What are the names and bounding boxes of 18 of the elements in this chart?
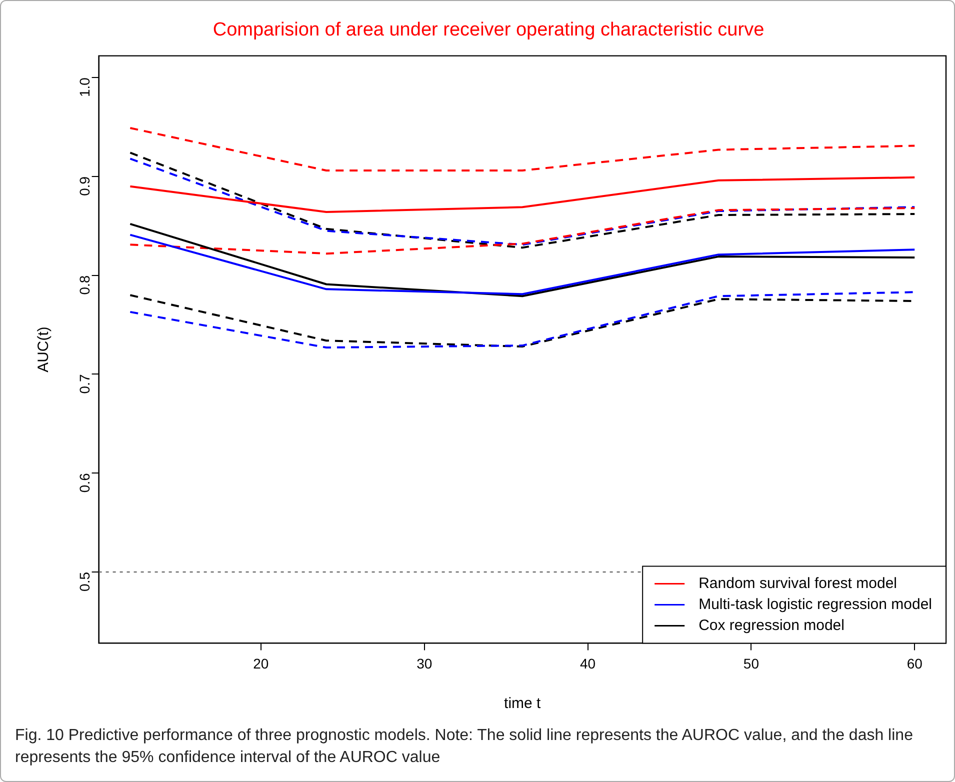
y-tick-label: 0.9 (76, 176, 93, 196)
y-axis-title: AUC(t) (35, 326, 52, 372)
chart-title: Comparision of area under receiver operating characteristic curve (212, 20, 764, 41)
x-tick-label: 20 (253, 655, 269, 672)
x-tick-label: 30 (416, 655, 432, 672)
y-tick-label: 0.7 (76, 374, 93, 394)
legend-label: Random survival forest model (698, 574, 898, 592)
caption: Fig. 10 Predictive performance of three prognostic models. Note: The solid line represents the AUROC value, and the dash line represents the 95% confidence interval of the AUROC value (15, 726, 914, 768)
x-axis-title: time t (504, 695, 542, 712)
x-tick-label: 50 (743, 655, 760, 672)
y-tick-label: 0.5 (76, 572, 93, 592)
y-tick-label: 1.0 (76, 77, 93, 98)
x-tick-label: 60 (906, 655, 923, 672)
legend-label: Multi-task logistic regression model (698, 596, 932, 613)
y-tick-label: 0.8 (76, 275, 93, 295)
legend-label: Cox regression model (698, 616, 844, 634)
y-tick-label: 0.6 (76, 472, 93, 493)
x-tick-label: 40 (580, 655, 596, 672)
